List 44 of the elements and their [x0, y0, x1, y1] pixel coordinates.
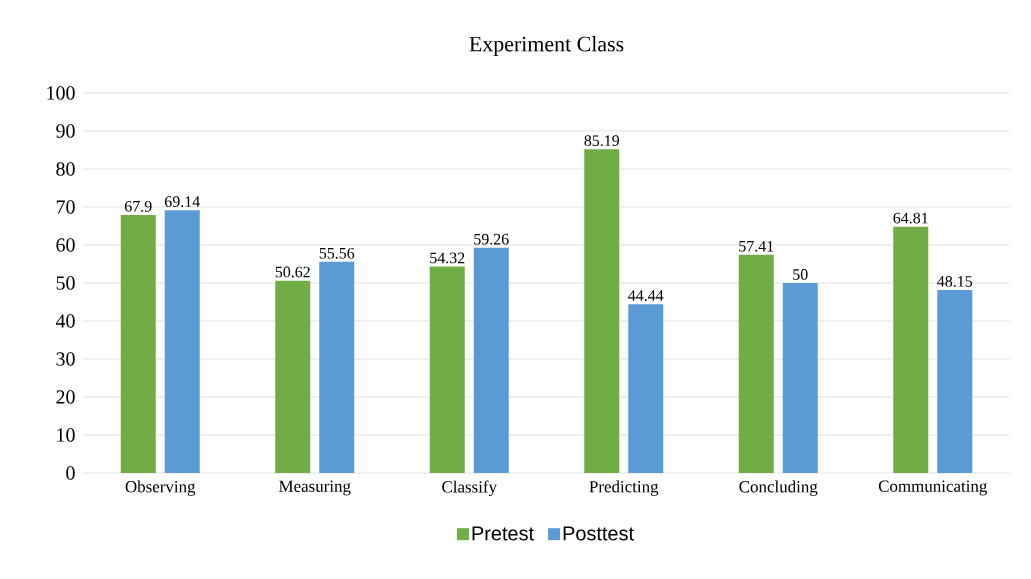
bar [893, 226, 929, 473]
bar [628, 304, 664, 473]
data-label: 64.81 [893, 212, 928, 224]
y-tick-label: 80 [56, 162, 75, 176]
bar [738, 254, 774, 473]
x-tick-label: Predicting [589, 480, 659, 496]
bar [937, 290, 973, 473]
bar [319, 261, 355, 473]
bar [429, 266, 465, 473]
x-tick-label: Classify [442, 480, 497, 497]
x-tick-label: Observing [125, 480, 196, 496]
y-tick-label: 20 [56, 390, 75, 404]
y-tick-label: 10 [57, 428, 75, 442]
x-tick-label: Measuring [279, 480, 351, 496]
chart-title: Experiment Class [469, 36, 624, 56]
data-label: 50.62 [275, 266, 310, 278]
y-tick-label: 0 [66, 466, 75, 480]
data-label: 59.26 [474, 233, 509, 245]
y-tick-label: 90 [56, 124, 75, 138]
data-label: 54.32 [430, 252, 465, 264]
y-tick-label: 100 [47, 86, 75, 100]
legend-label: Posttest [563, 526, 634, 541]
bar [584, 149, 620, 473]
x-tick-label: Concluding [739, 480, 818, 496]
bar [164, 210, 200, 473]
data-label: 57.41 [739, 240, 774, 252]
legend-label: Pretest [472, 526, 534, 541]
y-tick-label: 70 [56, 200, 75, 214]
y-tick-label: 30 [56, 352, 75, 366]
bar [275, 280, 311, 473]
data-label: 67.9 [124, 201, 152, 212]
bar [782, 283, 818, 473]
data-label: 85.19 [584, 135, 620, 147]
bar [120, 214, 156, 473]
y-tick-label: 50 [56, 276, 75, 290]
bar [473, 247, 509, 473]
y-tick-label: 60 [56, 238, 75, 252]
y-tick-label: 40 [55, 314, 75, 328]
data-label: 48.15 [937, 276, 973, 287]
data-label: 55.56 [319, 247, 355, 259]
data-label: 69.14 [165, 196, 200, 208]
data-label: 50 [793, 269, 808, 280]
x-tick-label: Communicating [878, 480, 988, 496]
data-label: 44.44 [628, 290, 664, 301]
